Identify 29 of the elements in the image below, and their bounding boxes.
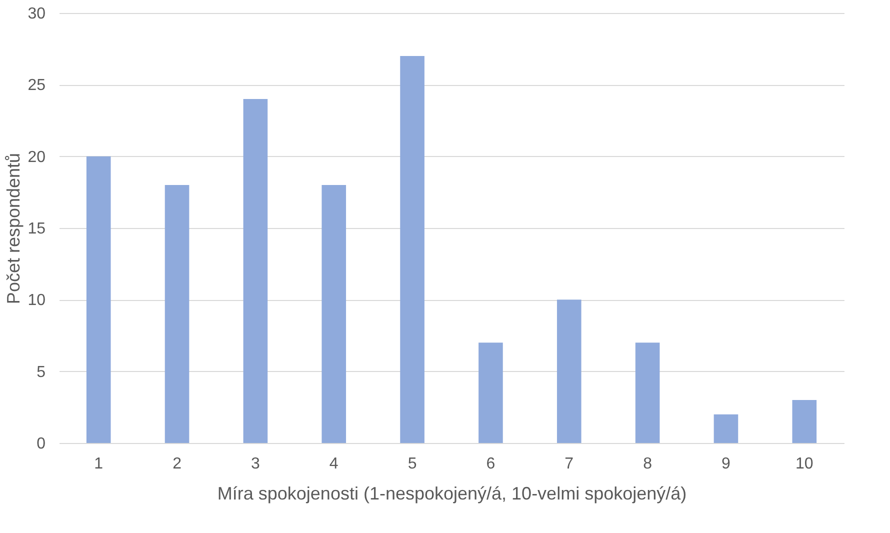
bar <box>243 99 268 443</box>
x-tick-label: 8 <box>643 456 652 472</box>
x-tick-label: 9 <box>722 456 731 472</box>
x-tick-label: 2 <box>172 456 182 472</box>
y-tick-label: 15 <box>28 220 46 238</box>
x-tick-label: 3 <box>250 456 260 472</box>
bar <box>714 414 738 443</box>
x-tick-label: 6 <box>486 456 496 472</box>
y-tick-label: 0 <box>36 436 46 452</box>
bar <box>556 300 582 443</box>
bar <box>792 400 817 443</box>
bar <box>322 185 346 443</box>
bar <box>86 156 111 443</box>
x-tick-label: 10 <box>796 456 814 472</box>
bar <box>164 185 190 443</box>
y-tick-label: 5 <box>36 364 46 381</box>
x-tick-label: 4 <box>329 456 338 472</box>
bar <box>478 342 503 443</box>
x-axis-title: Míra spokojenosti (1-nespokojený/á, 10-velmi spokojený/á) <box>217 484 687 504</box>
y-tick-label: 30 <box>28 6 46 22</box>
x-tick-label: 5 <box>408 456 417 472</box>
bar <box>400 56 424 443</box>
y-tick-label: 10 <box>28 292 46 310</box>
y-tick-label: 20 <box>28 148 46 166</box>
y-tick-label: 25 <box>28 77 46 94</box>
bar <box>635 342 660 443</box>
x-tick-label: 1 <box>94 456 104 472</box>
x-tick-label: 7 <box>564 456 574 472</box>
y-axis-title: Počet respondentů <box>4 152 24 304</box>
